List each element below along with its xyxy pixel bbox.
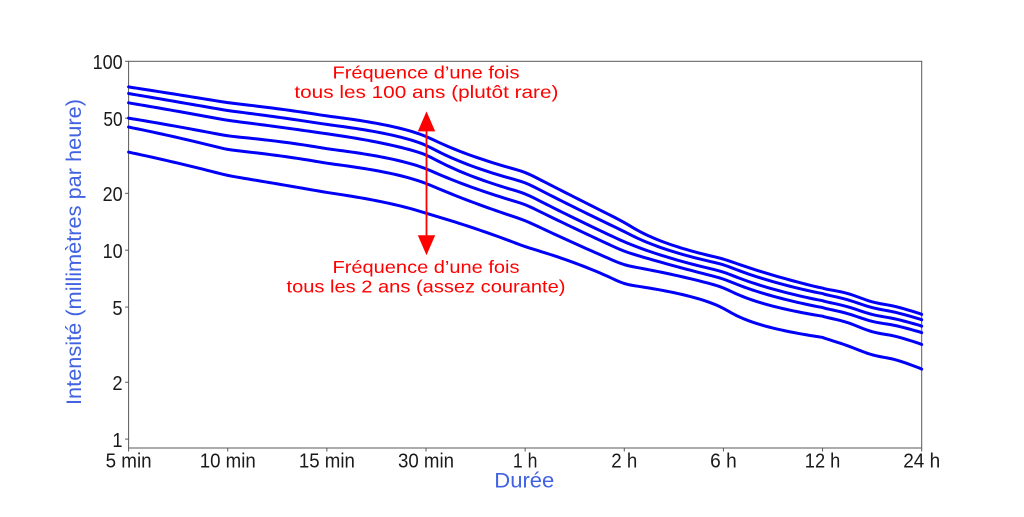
svg-text:30 min: 30 min [398,449,454,472]
svg-text:5: 5 [112,297,122,320]
svg-text:Intensité (millimètres par heu: Intensité (millimètres par heure) [63,99,86,405]
svg-text:2 h: 2 h [611,449,637,472]
svg-text:5 min: 5 min [106,449,152,472]
svg-text:Fréquence d’une fois: Fréquence d’une fois [333,257,520,277]
svg-text:15 min: 15 min [299,449,355,472]
svg-text:1: 1 [112,429,122,452]
svg-text:10 min: 10 min [200,449,256,472]
svg-text:20: 20 [103,183,123,206]
svg-text:50: 50 [103,108,122,131]
svg-text:tous les 100 ans (plutôt rare): tous les 100 ans (plutôt rare) [294,82,558,102]
svg-text:Durée: Durée [494,470,554,493]
svg-text:1 h: 1 h [513,449,538,472]
svg-text:24 h: 24 h [903,449,940,472]
svg-text:6 h: 6 h [710,449,737,472]
svg-text:10: 10 [103,240,123,263]
svg-text:12 h: 12 h [805,449,841,472]
svg-text:tous les 2 ans (assez courante: tous les 2 ans (assez courante) [287,277,566,297]
svg-text:2: 2 [112,372,122,395]
svg-text:100: 100 [93,51,123,74]
svg-text:Fréquence d’une fois: Fréquence d’une fois [333,62,520,82]
